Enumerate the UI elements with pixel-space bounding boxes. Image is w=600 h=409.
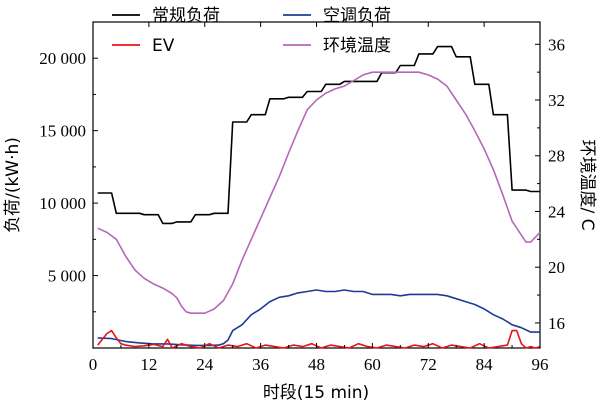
legend-label: EV	[152, 36, 175, 56]
y2-tick-label: 32	[548, 91, 565, 110]
series-line-1	[97, 45, 540, 225]
y2-tick-label: 36	[548, 35, 565, 54]
legend-label: 空调负荷	[323, 6, 391, 26]
y2-tick-label: 24	[548, 202, 566, 221]
x-axis-ticks: 0 12 24 36 48 60 72 84 96	[89, 22, 549, 374]
x-tick-label: 60	[364, 355, 381, 374]
x-tick-label: 72	[420, 355, 437, 374]
y2-tick-label: 20	[548, 258, 565, 277]
x-axis-title: 时段(15 min)	[263, 383, 369, 403]
y2-axis-title: 环境温度/ C	[577, 139, 597, 230]
series-line-3	[97, 329, 541, 349]
y2-tick-label: 28	[548, 147, 565, 166]
y-tick-label: 15 000	[39, 122, 86, 141]
x-tick-label: 0	[89, 355, 98, 374]
x-tick-label: 84	[476, 355, 494, 374]
x-tick-label: 48	[308, 355, 325, 374]
y2-axis-ticks: 16 20 24 28 32 36	[535, 35, 566, 333]
legend: 常规负荷 空调负荷 EV 环境温度	[112, 6, 391, 56]
series-group	[97, 45, 541, 349]
series-line-2	[97, 289, 540, 347]
legend-label: 常规负荷	[152, 6, 220, 26]
y-tick-label: 20 000	[39, 49, 86, 68]
series-line-4	[97, 71, 541, 314]
y-tick-label: 5 000	[48, 267, 86, 286]
y-axis-title: 负荷/(kW·h)	[3, 137, 23, 233]
x-tick-label: 96	[532, 355, 549, 374]
x-tick-label: 24	[196, 355, 214, 374]
legend-label: 环境温度	[323, 36, 391, 56]
x-tick-label: 36	[252, 355, 269, 374]
y2-tick-label: 16	[548, 314, 565, 333]
x-tick-label: 12	[140, 355, 157, 374]
y-axis-ticks: 5 000 10 000 15 000 20 000	[39, 49, 98, 313]
y-tick-label: 10 000	[39, 194, 86, 213]
